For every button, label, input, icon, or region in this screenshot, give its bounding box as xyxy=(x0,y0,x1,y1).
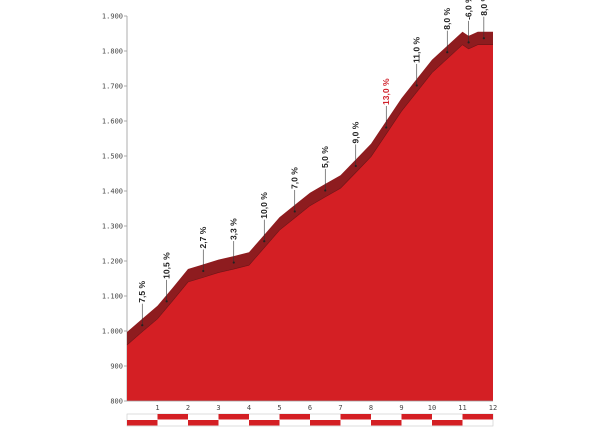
km-bar-segment xyxy=(401,414,432,420)
gradient-label: 5,0 % xyxy=(320,146,330,168)
x-tick-label: 9 xyxy=(399,404,403,412)
gradient-label: 10,5 % xyxy=(162,252,172,279)
km-bar-segment xyxy=(371,420,402,426)
gradient-label: 10,0 % xyxy=(259,192,269,219)
y-tick-label: 1.300 xyxy=(102,223,123,231)
y-axis: 800 900 1.000 1.100 1.200 1.300 1.400 1.500 1.60… xyxy=(102,13,128,406)
gradient-dot xyxy=(482,37,485,40)
gradient-label: 2,7 % xyxy=(198,226,208,248)
gradient-dot xyxy=(293,210,296,213)
km-bar-segment xyxy=(340,414,371,420)
km-bar-segment xyxy=(127,420,158,426)
gradient-label: -6,0 % xyxy=(464,0,474,20)
x-tick-label: 7 xyxy=(338,404,342,412)
km-bar-segment xyxy=(157,414,188,420)
gradient-dot xyxy=(354,164,357,168)
x-tick-label: 4 xyxy=(247,404,251,412)
gradient-dot xyxy=(232,261,235,264)
gradient-dot xyxy=(385,126,388,129)
km-scale-bar xyxy=(126,413,494,427)
gradient-label: 8,0 % xyxy=(479,0,489,16)
gradient-dot xyxy=(415,84,418,87)
y-tick-label: 900 xyxy=(110,363,123,371)
y-tick-label: 1.200 xyxy=(102,258,123,266)
gradient-dot xyxy=(202,269,205,273)
y-tick-label: 1.100 xyxy=(102,293,123,301)
gradient-dot xyxy=(324,189,327,192)
profile-top-band xyxy=(127,31,493,345)
profile-edge-line xyxy=(126,44,493,346)
gradient-label: 7,5 % xyxy=(137,281,147,303)
y-tick-label: 1.400 xyxy=(102,188,123,196)
y-tick-label: 1.700 xyxy=(102,83,123,91)
x-tick-label: 3 xyxy=(216,404,220,412)
gradient-label: 8,0 % xyxy=(442,8,452,30)
gradient-dot xyxy=(141,324,144,327)
x-tick-label: 6 xyxy=(308,404,312,412)
km-bar-segment xyxy=(432,420,463,426)
profile-area xyxy=(127,44,493,401)
km-bar-segment xyxy=(188,420,219,426)
x-tick-label: 5 xyxy=(277,404,281,412)
y-tick-label: 1.000 xyxy=(102,328,123,336)
profile-layer xyxy=(126,31,493,401)
gradient-label: 3,3 % xyxy=(229,218,239,240)
km-bar-segment xyxy=(462,414,493,420)
gradient-dot xyxy=(467,41,470,44)
km-bar-segment xyxy=(310,420,341,426)
gradient-labels: 7,5 % 10,5 % 2,7 % 3,3 % 10,0 % 7,0 % 5,0 % 9,0… xyxy=(137,0,489,327)
km-bar-segment xyxy=(218,414,249,420)
km-bar-segment xyxy=(249,420,280,426)
y-tick-label: 1.900 xyxy=(102,13,123,21)
y-tick-label: 1.800 xyxy=(102,48,123,56)
gradient-dot xyxy=(263,240,266,243)
x-tick-label: 2 xyxy=(186,404,190,412)
km-bar-segment xyxy=(279,414,310,420)
y-tick-label: 1.600 xyxy=(102,118,123,126)
x-tick-label: 12 xyxy=(489,404,497,412)
x-tick-label: 10 xyxy=(428,404,436,412)
y-tick-label: 800 xyxy=(110,398,123,406)
x-tick-label: 8 xyxy=(369,404,373,412)
gradient-dot xyxy=(165,300,168,303)
gradient-label: 11,0 % xyxy=(412,37,422,63)
y-tick-label: 1.500 xyxy=(102,153,123,161)
gradient-dot xyxy=(446,51,449,54)
gradient-label: 13,0 % xyxy=(381,78,391,105)
x-axis: 1 2 3 4 5 6 7 8 9 10 11 12 xyxy=(127,400,497,412)
x-tick-label: 1 xyxy=(155,404,159,412)
gradient-label: 9,0 % xyxy=(351,121,361,143)
gradient-label: 7,0 % xyxy=(290,167,300,189)
x-tick-label: 11 xyxy=(458,404,466,412)
